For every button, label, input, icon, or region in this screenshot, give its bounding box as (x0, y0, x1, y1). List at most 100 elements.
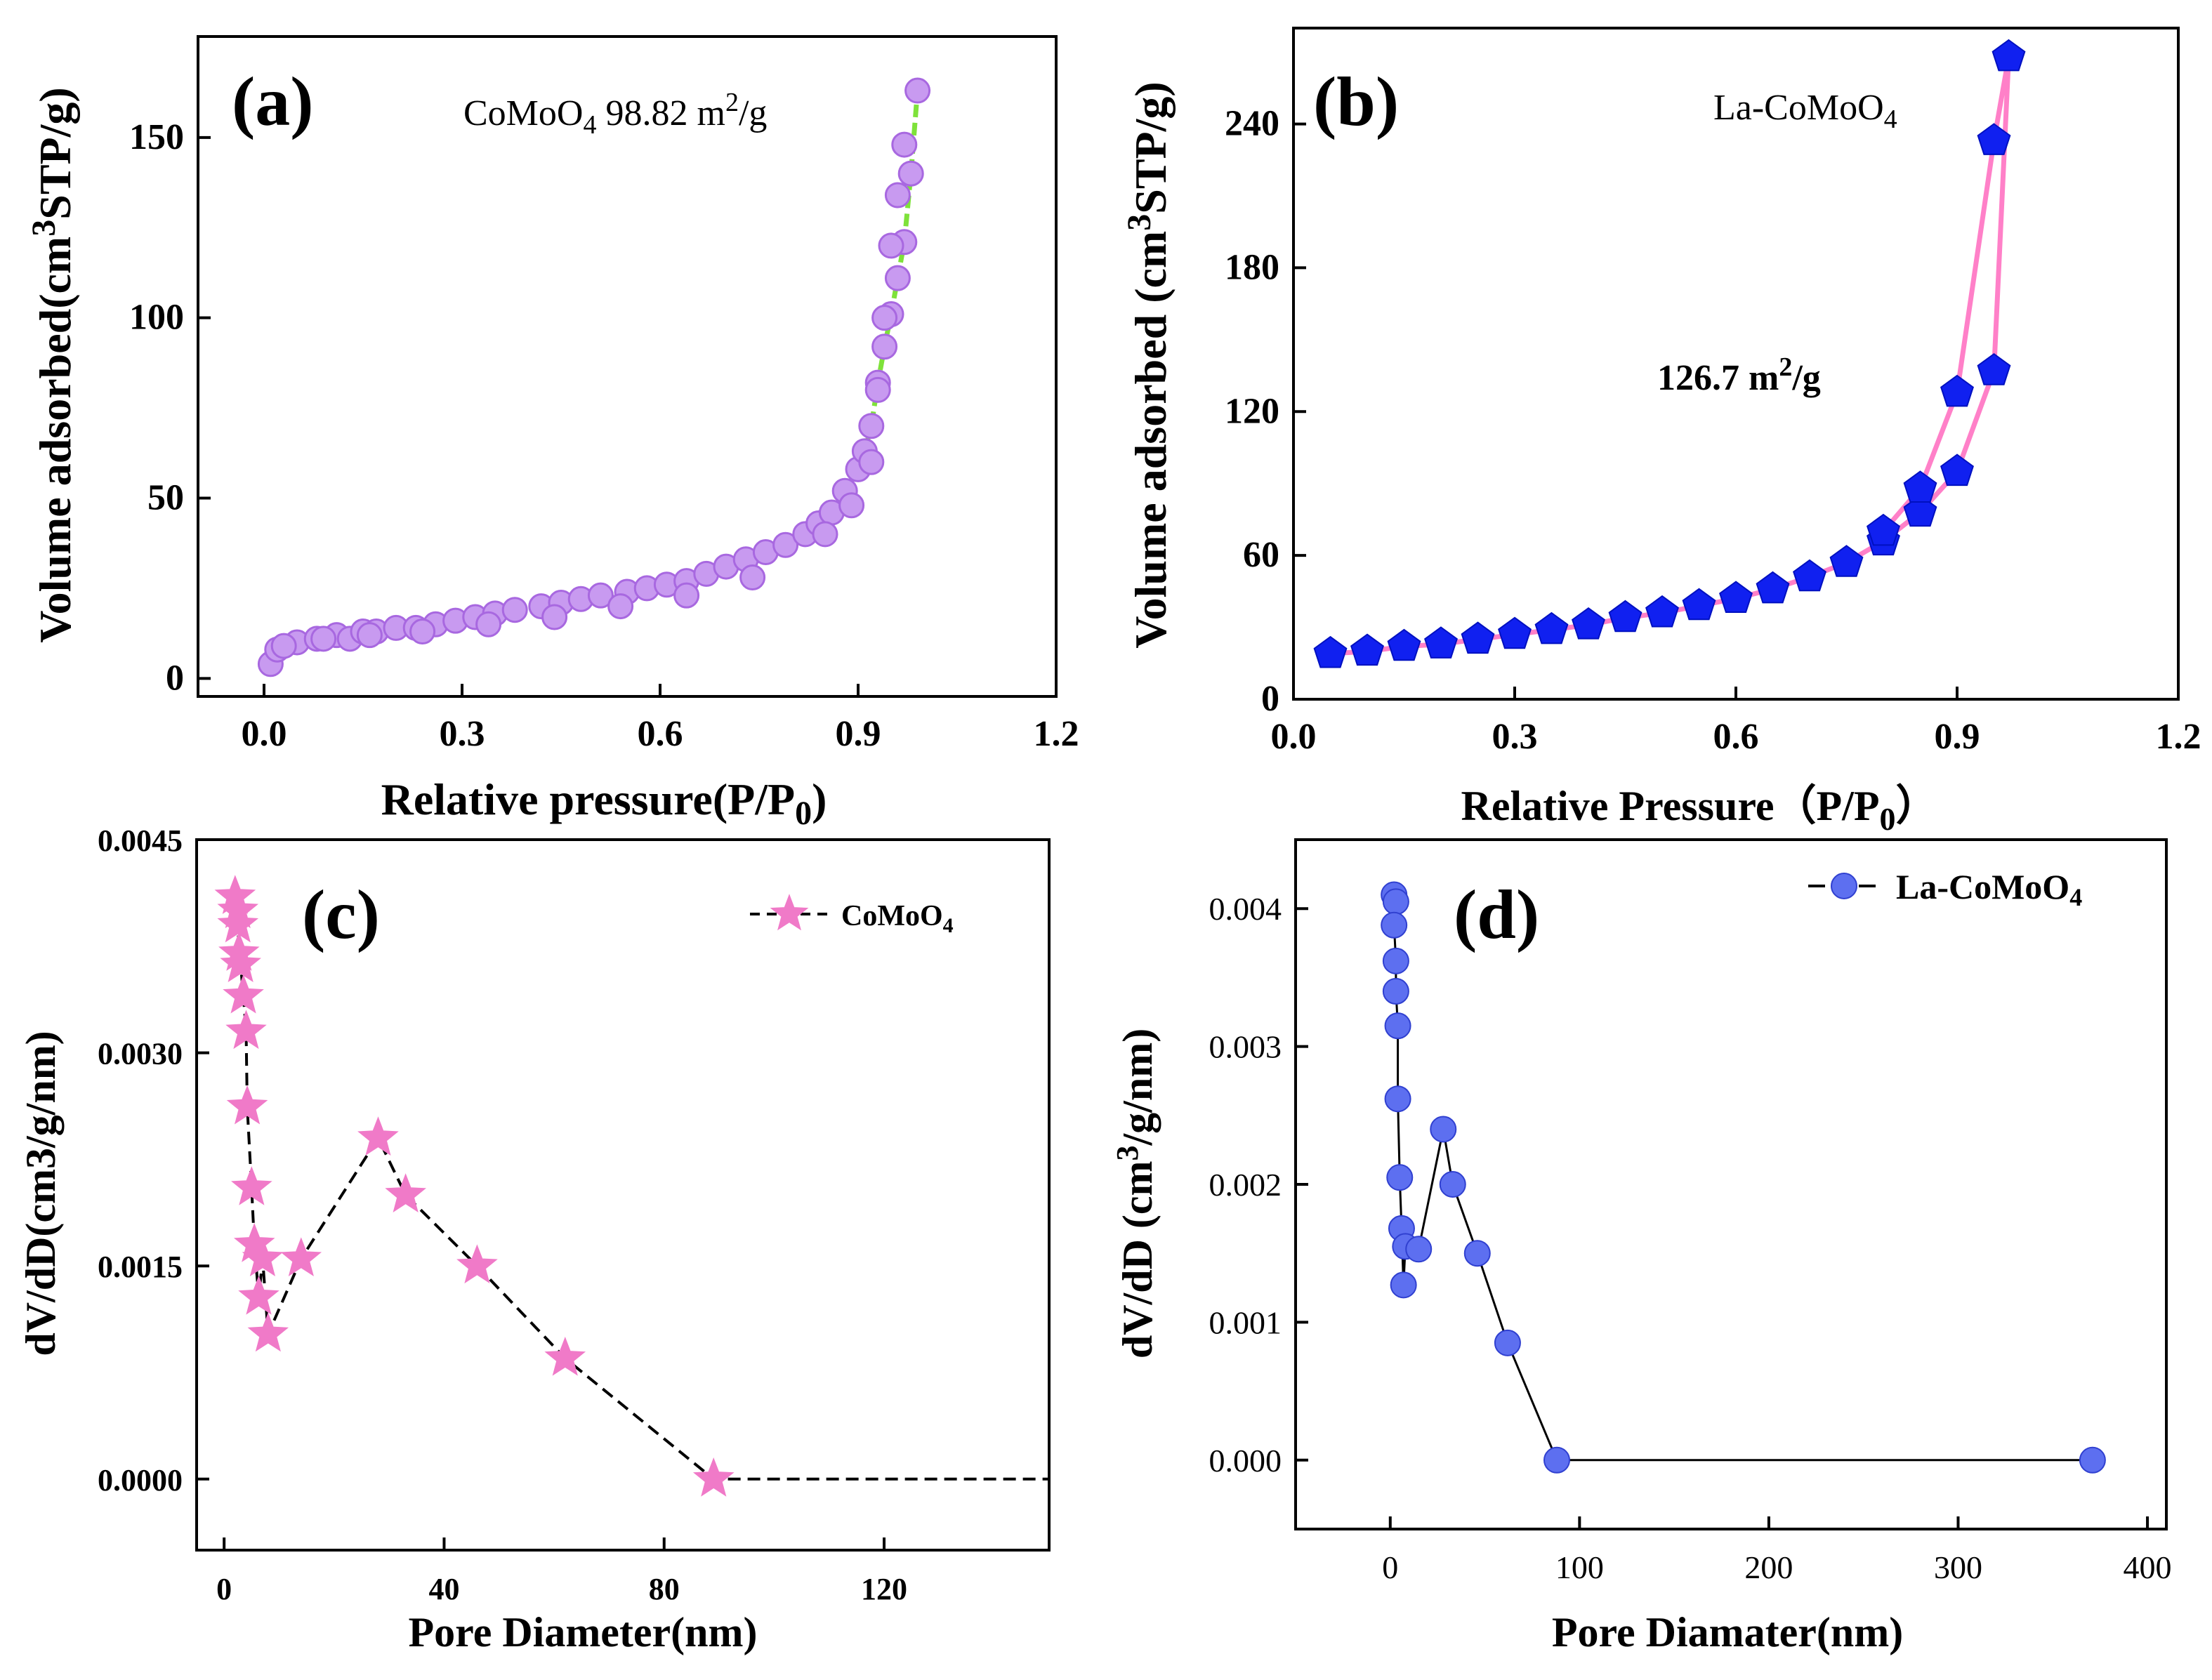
data-point-b-adsorption (1829, 545, 1864, 577)
data-point-a-adsorption (501, 597, 528, 623)
x-tick-label: 120 (861, 1572, 907, 1606)
y-tick-label: 120 (1225, 391, 1279, 431)
x-tick-label: 0.3 (440, 714, 485, 754)
y-axis-label-c: dV/dD(cm3/g/nm) (18, 1031, 64, 1356)
y-tick-label: 0 (166, 658, 184, 698)
a-x-ticks: 0.0 0.3 0.6 0.9 1.2 (242, 684, 1079, 754)
data-point-b-adsorption (1572, 607, 1605, 640)
y-tick-label: 150 (129, 117, 184, 157)
data-point-c (242, 1237, 284, 1276)
data-point-a-desorption (356, 622, 383, 649)
b-x-ticks: 0.0 0.3 0.6 0.9 1.2 (1271, 687, 2201, 757)
data-point-b-adsorption (1992, 39, 2026, 72)
data-point-a-desorption (541, 604, 568, 630)
x-axis-label-d: Pore Diamater(nm) (1552, 1609, 1903, 1655)
data-point-d (1384, 1012, 1411, 1040)
data-point-a-adsorption (587, 582, 614, 609)
x-tick-label: 400 (2124, 1549, 2172, 1585)
data-point-a-adsorption (871, 333, 898, 360)
data-point-b-adsorption (1387, 628, 1421, 661)
a-y-ticks: 0 50 100 150 (129, 117, 211, 698)
data-point-c (223, 974, 264, 1014)
legend-label-d: La-CoMoO4 (1896, 867, 2082, 911)
y-tick-label: 0.000 (1209, 1443, 1282, 1479)
sample-annotation-b: La-CoMoO4 (1713, 88, 1897, 134)
y-axis-label-b: Volume adsorbed (cm3STP/g) (1121, 81, 1176, 648)
data-point-a-desorption (739, 564, 766, 590)
b-series-group (1313, 39, 2026, 668)
data-point-b-adsorption (1756, 571, 1790, 604)
data-point-b-desorption (1940, 374, 1974, 407)
y-tick-label: 240 (1225, 104, 1279, 144)
panel-tag-c: (c) (302, 875, 380, 953)
adsorption-line-b (1330, 56, 2011, 656)
data-point-b-adsorption (1498, 616, 1532, 649)
x-tick-label: 0.6 (638, 714, 683, 754)
data-point-a-adsorption (858, 413, 885, 439)
x-axis-label-a: Relative pressure(P/P0) (381, 774, 827, 832)
x-tick-label: 0.0 (242, 714, 287, 754)
legend-label-c: CoMoO4 (841, 900, 954, 937)
fit-line-a (268, 90, 921, 666)
y-tick-label: 60 (1243, 535, 1279, 575)
data-point-c (226, 1085, 268, 1125)
plot-frame-a (197, 35, 1058, 698)
data-point-a-desorption (891, 131, 918, 158)
data-point-a-adsorption (897, 160, 924, 187)
c-series-group (214, 875, 1049, 1497)
data-point-b-adsorption (1682, 588, 1716, 621)
c-x-ticks: 0 40 80 120 (216, 1537, 907, 1606)
x-tick-label: 0.9 (836, 714, 881, 754)
data-point-c (220, 943, 261, 983)
y-tick-label: 0.001 (1209, 1304, 1282, 1340)
data-point-b-adsorption (1977, 352, 2011, 385)
y-tick-label: 0.002 (1209, 1167, 1282, 1203)
y-axis-label-d: dV/dD (cm3/g/nm) (1110, 1028, 1161, 1358)
data-point-c (280, 1237, 322, 1276)
d-x-ticks: 0 100 200 300 400 (1382, 1516, 2172, 1585)
x-tick-label: 300 (1934, 1549, 1982, 1585)
data-point-b-desorption (1977, 123, 2011, 155)
data-point-d (1386, 1164, 1414, 1191)
data-point-b-adsorption (1461, 621, 1495, 654)
panel-d: 0 100 200 300 400 0.0000.0010.0020.0030.004 … (1110, 838, 2172, 1655)
plot-frame-d (1294, 838, 2168, 1530)
data-point-a-desorption (878, 232, 904, 259)
legend-c: CoMoO4 (750, 894, 954, 937)
data-point-d (1382, 947, 1409, 974)
data-point-c (247, 1312, 289, 1352)
data-point-a-desorption (864, 376, 891, 403)
x-tick-label: 200 (1744, 1549, 1793, 1585)
data-point-d (1381, 911, 1408, 939)
x-tick-label: 80 (649, 1572, 680, 1606)
y-axis-label-a: Volume adsorbed(cm3STP/g) (25, 87, 80, 642)
y-tick-label: 0.0045 (98, 824, 183, 858)
series-line-d (1393, 894, 2093, 1462)
x-tick-label: 0.6 (1713, 717, 1759, 757)
series-line-c (233, 896, 1049, 1481)
panel-tag-b: (b) (1313, 62, 1399, 140)
data-point-c (238, 1275, 279, 1315)
data-point-a-desorption (409, 619, 436, 645)
surface-area-annotation-b: 126.7 m2/g (1657, 352, 1821, 398)
data-point-b-desorption (1867, 513, 1900, 546)
y-tick-label: 0.0030 (98, 1037, 183, 1071)
data-point-a-desorption (310, 626, 337, 652)
data-point-d (1463, 1240, 1491, 1267)
data-point-d (1405, 1236, 1433, 1263)
data-point-d (1439, 1171, 1466, 1198)
data-point-b-adsorption (1793, 559, 1826, 592)
data-point-d (1543, 1446, 1570, 1474)
data-point-c (357, 1116, 399, 1156)
panel-b: 0.0 0.3 0.6 0.9 1.2 0 60 120 180 240 (b) La-CoMo… (1121, 27, 2201, 837)
data-point-a-desorption (270, 633, 297, 659)
data-point-b-adsorption (1534, 611, 1569, 644)
data-point-a-desorption (475, 611, 502, 637)
x-tick-label: 1.2 (2156, 717, 2201, 757)
data-point-b-adsorption (1940, 454, 1974, 487)
y-tick-label: 0.003 (1209, 1029, 1282, 1065)
y-tick-label: 0.0015 (98, 1250, 183, 1284)
y-tick-label: 100 (129, 298, 184, 338)
data-point-b-desorption (1903, 470, 1937, 503)
